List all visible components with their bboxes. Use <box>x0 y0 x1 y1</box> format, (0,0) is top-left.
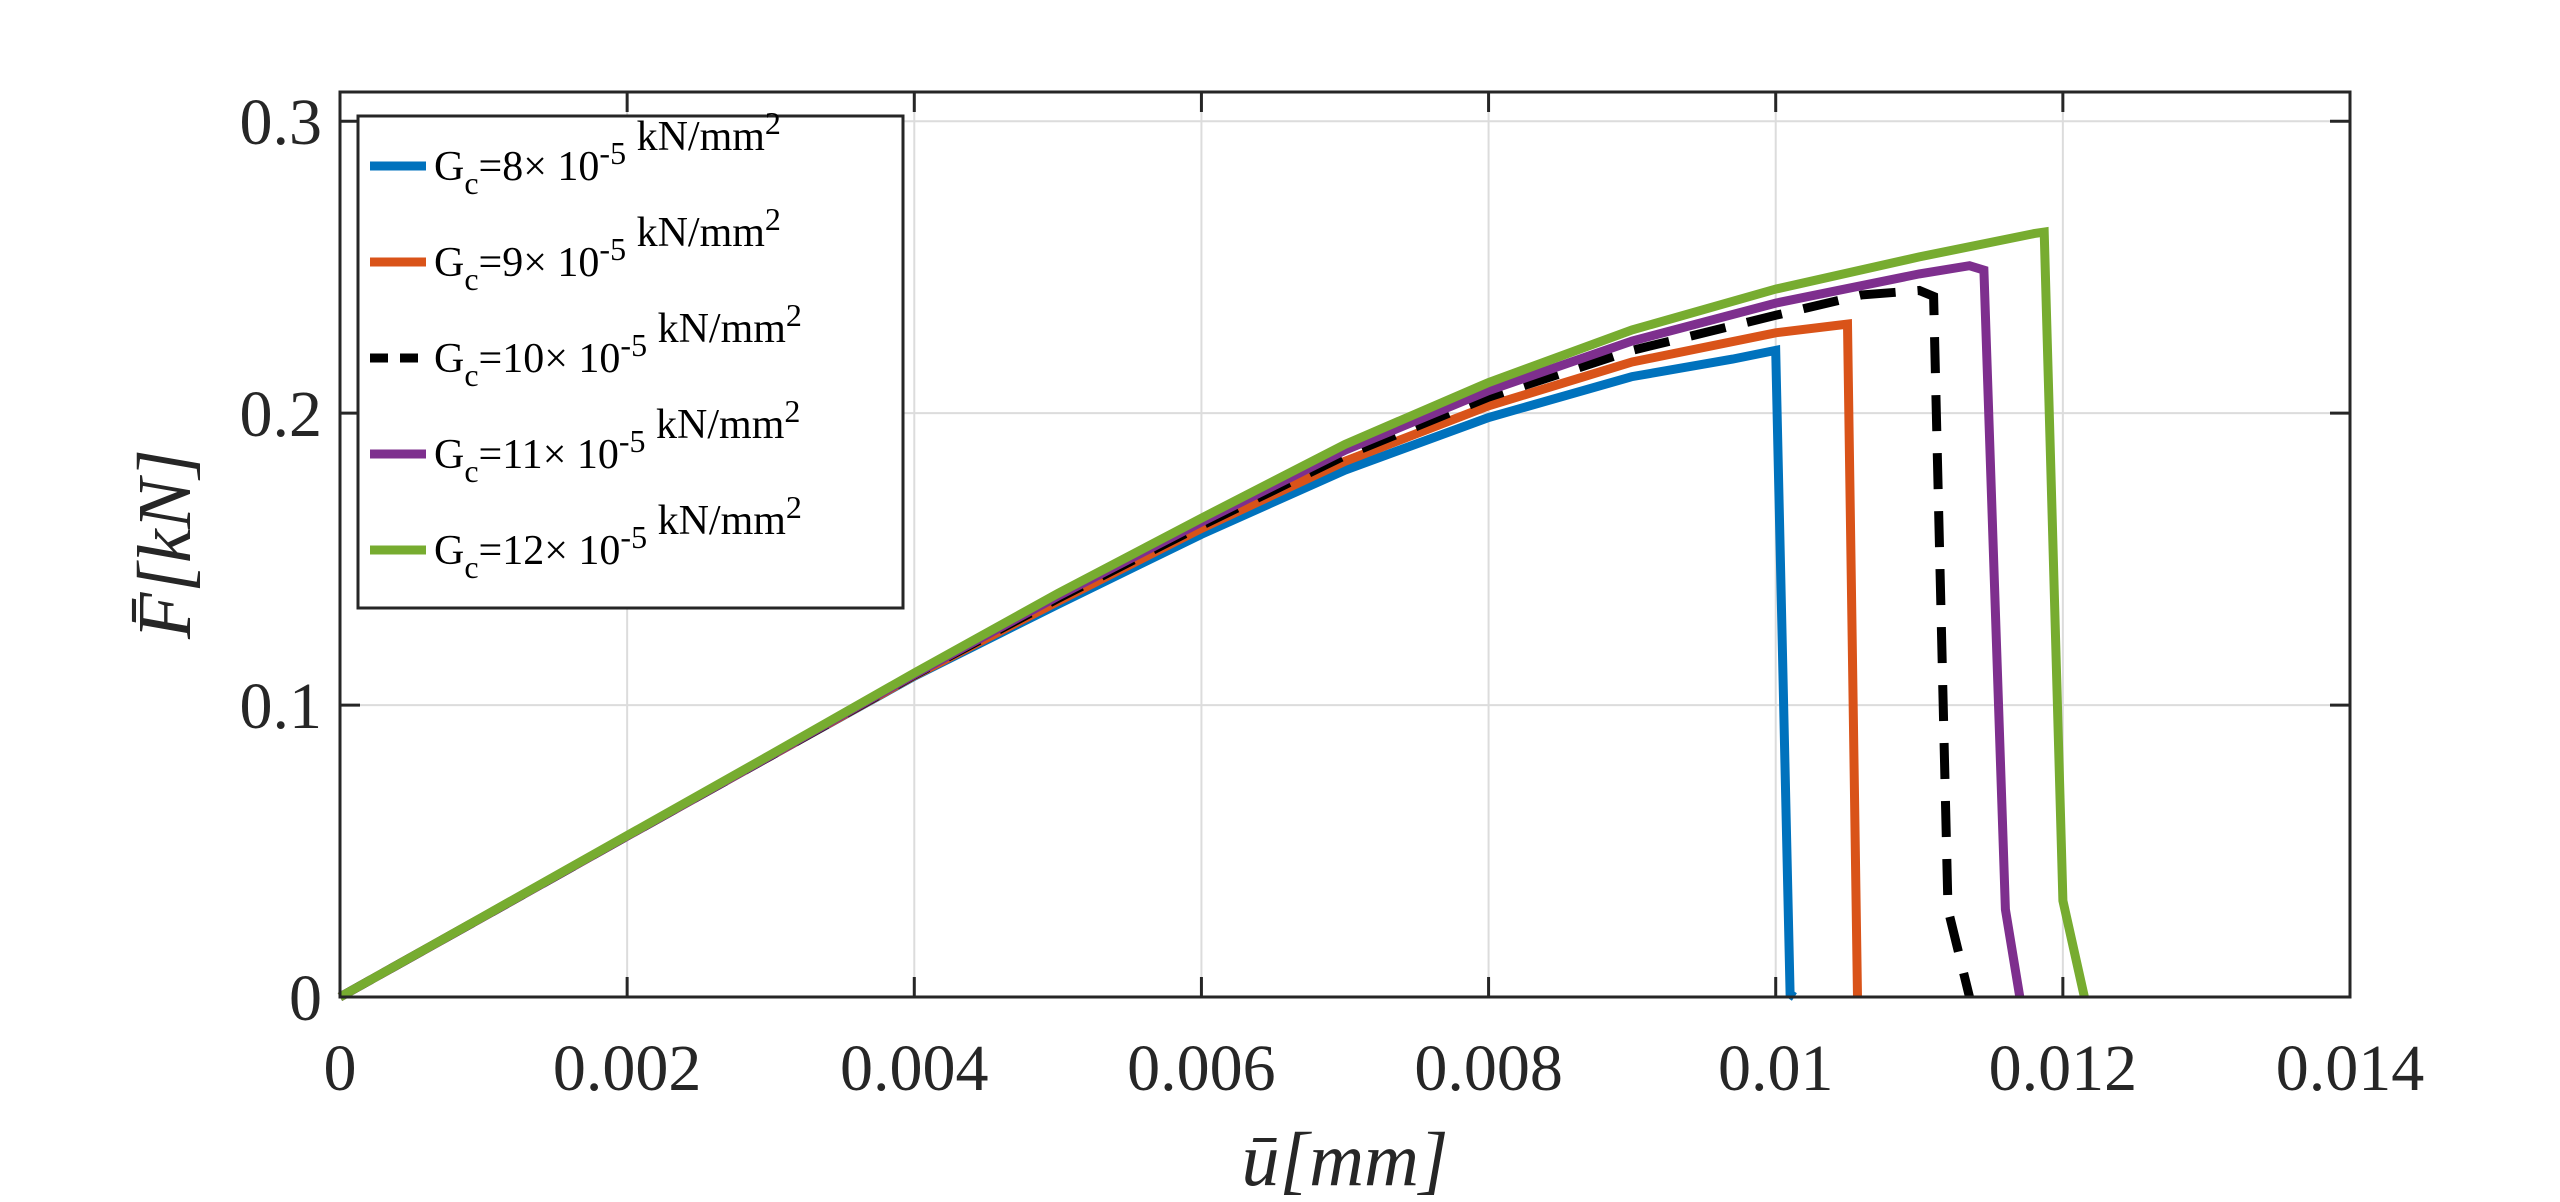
legend-label-4: Gc=11× 10-5 kN/mm2 <box>434 393 800 489</box>
series-layer <box>337 226 2089 1001</box>
x-tick-label: 0.008 <box>1414 1032 1563 1105</box>
y-tick-label: 0.2 <box>240 378 323 451</box>
x-tick-labels: 0 0.002 0.004 0.006 0.008 0.01 0.012 0.014 <box>324 1032 2425 1105</box>
x-tick-label: 0 <box>324 1032 357 1105</box>
x-tick-label: 0.006 <box>1127 1032 1276 1105</box>
legend-label-2: Gc=9× 10-5 kN/mm2 <box>434 201 781 297</box>
y-tick-labels: 0 0.1 0.2 0.3 <box>240 86 323 1035</box>
x-tick-label: 0.014 <box>2276 1032 2425 1105</box>
x-tick-label: 0.002 <box>553 1032 702 1105</box>
y-axis-label: F̄[kN] <box>123 449 207 640</box>
x-tick-label: 0.01 <box>1718 1032 1834 1105</box>
series-line-5 <box>337 226 2089 1001</box>
x-tick-label: 0.004 <box>840 1032 989 1105</box>
legend-box <box>356 114 905 610</box>
legend-label-1: Gc=8× 10-5 kN/mm2 <box>434 105 781 201</box>
y-tick-label: 0.3 <box>240 86 323 159</box>
plot-frame <box>338 90 2352 999</box>
y-tick-label: 0.1 <box>240 670 323 743</box>
x-tick-label: 0.012 <box>1989 1032 2138 1105</box>
x-axis-label: ū[mm] <box>1242 1118 1449 1202</box>
legend-label-5: Gc=12× 10-5 kN/mm2 <box>434 489 802 585</box>
legend-label-3: Gc=10× 10-5 kN/mm2 <box>434 297 802 393</box>
y-tick-label: 0 <box>289 962 322 1035</box>
